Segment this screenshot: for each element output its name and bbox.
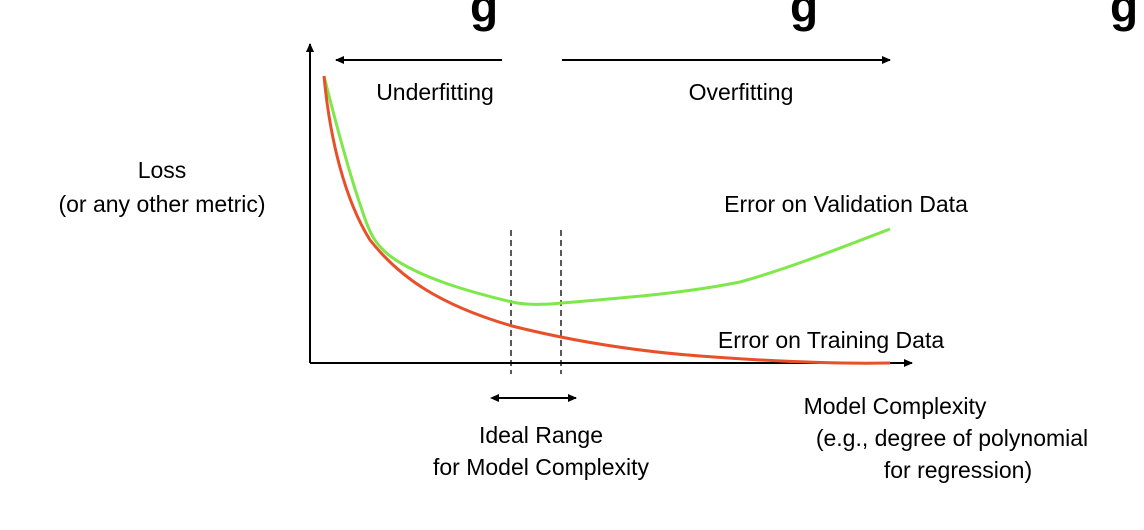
underfitting-label: Underfitting [376, 79, 494, 105]
y-axis-label-line2: (or any other metric) [58, 191, 265, 217]
title-letter-g3: g [1110, 0, 1138, 32]
title-letter-g2: g [790, 0, 818, 32]
x-axis-label-line2: (e.g., degree of polynomial [816, 425, 1088, 451]
y-axis-label-line1: Loss [138, 157, 187, 183]
overfitting-label: Overfitting [689, 79, 794, 105]
title-letter-g1: g [470, 0, 498, 32]
title-fragment: g g g [470, 0, 1138, 32]
ideal-range-label-line2: for Model Complexity [433, 454, 650, 480]
validation-error-curve [322, 75, 891, 306]
x-axis-label-line3: for regression) [884, 457, 1032, 483]
training-error-curve [322, 75, 891, 365]
validation-curve-label: Error on Validation Data [724, 191, 968, 217]
ideal-range-label-line1: Ideal Range [479, 422, 603, 448]
x-axis-label-line1: Model Complexity [804, 393, 987, 419]
training-curve-label: Error on Training Data [718, 327, 944, 353]
